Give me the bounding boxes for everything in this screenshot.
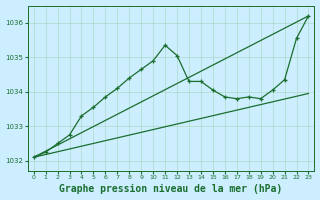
X-axis label: Graphe pression niveau de la mer (hPa): Graphe pression niveau de la mer (hPa) xyxy=(60,184,283,194)
